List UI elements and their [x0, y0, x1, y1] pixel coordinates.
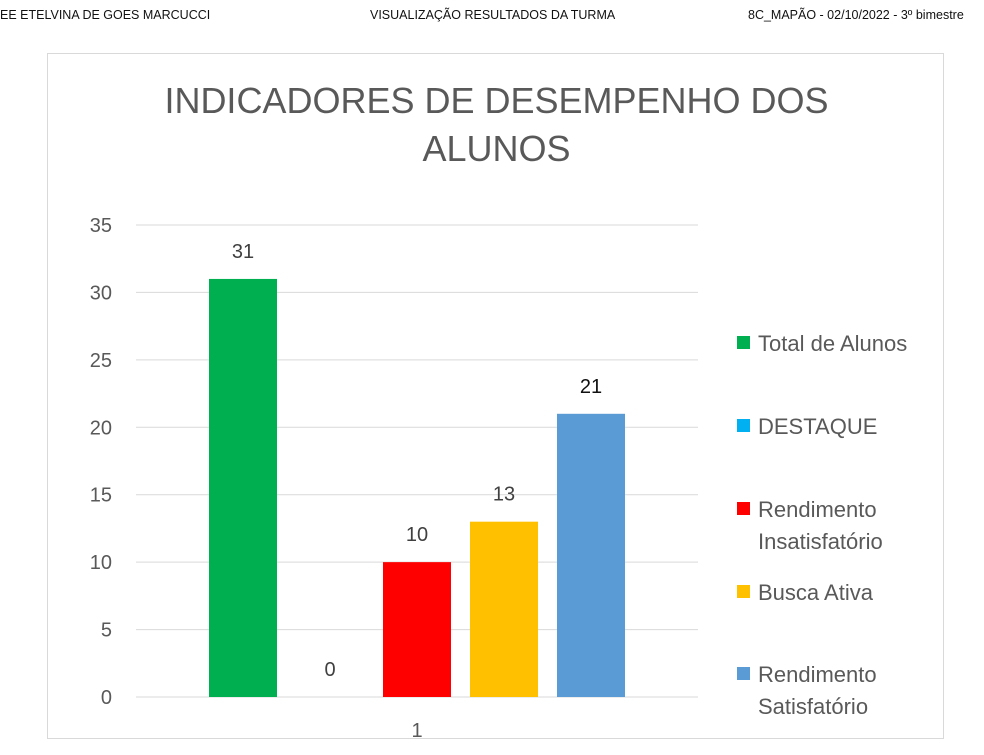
- legend-label-0-0: Total de Alunos: [758, 331, 907, 356]
- bar-3: [470, 521, 538, 697]
- legend-swatch-0: [737, 336, 750, 349]
- bar-0: [209, 278, 277, 697]
- data-label-3: 13: [493, 484, 515, 506]
- y-tick-label-35: 35: [90, 215, 112, 237]
- legend-swatch-1: [737, 419, 750, 432]
- legend-label-4-1: Satisfatório: [758, 694, 868, 719]
- legend-label-2-1: Insatisfatório: [758, 529, 883, 554]
- data-label-2: 10: [406, 524, 428, 546]
- bar-chart: 0 5 10 15 20 25 30 35 1 31 0 10 13 21 Total de Alunos D…: [90, 215, 907, 740]
- legend-swatch-4: [737, 667, 750, 680]
- header-school-name: EE ETELVINA DE GOES MARCUCCI: [0, 8, 211, 22]
- y-tick-label-30: 30: [90, 282, 112, 304]
- header-report-title: VISUALIZAÇÃO RESULTADOS DA TURMA: [370, 8, 616, 22]
- y-tick-label-10: 10: [90, 552, 112, 574]
- x-tick-label: 1: [411, 720, 422, 740]
- legend-label-1-0: DESTAQUE: [758, 414, 877, 439]
- legend-swatch-2: [737, 502, 750, 515]
- data-label-1: 0: [324, 659, 335, 681]
- y-tick-label-15: 15: [90, 485, 112, 507]
- y-tick-label-5: 5: [101, 620, 112, 642]
- bar-4: [557, 413, 625, 697]
- y-tick-label-25: 25: [90, 350, 112, 372]
- legend-swatch-3: [737, 585, 750, 598]
- data-label-0: 31: [232, 241, 254, 263]
- y-tick-label-0: 0: [101, 687, 112, 709]
- legend-label-3-0: Busca Ativa: [758, 580, 874, 605]
- header-class-date: 8C_MAPÃO - 02/10/2022 - 3º bimestre: [748, 8, 964, 22]
- y-tick-label-20: 20: [90, 417, 112, 439]
- chart-area: INDICADORES DE DESEMPENHO DOS ALUNOS 0 5 1…: [47, 53, 944, 740]
- legend-label-4-0: Rendimento: [758, 662, 877, 687]
- chart-title-line-1: INDICADORES DE DESEMPENHO DOS: [164, 80, 829, 121]
- data-label-4: 21: [580, 376, 602, 398]
- legend-label-2-0: Rendimento: [758, 497, 877, 522]
- chart-title-line-2: ALUNOS: [422, 128, 571, 169]
- bar-2: [383, 562, 451, 697]
